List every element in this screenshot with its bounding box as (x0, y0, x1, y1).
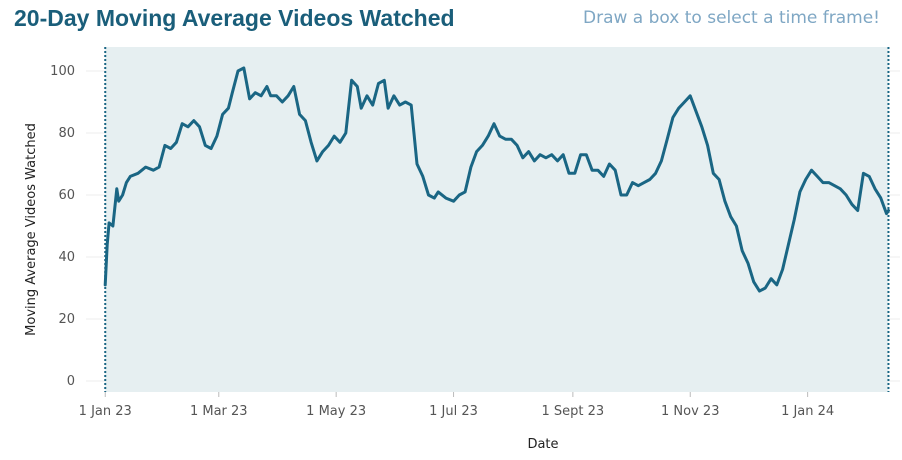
y-tick-label: 20 (58, 312, 75, 327)
y-tick-label: 80 (58, 126, 75, 141)
x-tick-label: 1 Jan 23 (79, 404, 132, 419)
y-tick-label: 0 (67, 374, 75, 389)
x-tick-label: 1 Mar 23 (190, 404, 248, 419)
y-axis-ticks: 0 20 40 60 80 100 (50, 64, 75, 389)
x-tick-label: 1 Nov 23 (661, 404, 719, 419)
x-tick-label: 1 Jan 24 (781, 404, 834, 419)
y-tick-label: 100 (50, 64, 75, 79)
y-axis-title: Moving Average Videos Watched (24, 123, 39, 336)
chart-title: 20-Day Moving Average Videos Watched (14, 5, 455, 31)
moving-average-line[interactable] (103, 66, 890, 293)
selected-time-frame[interactable] (105, 47, 889, 392)
y-tick-label: 60 (58, 188, 75, 203)
x-axis-ticks: 1 Jan 23 1 Mar 23 1 May 23 1 Jul 23 1 Sept 2… (79, 392, 834, 419)
x-tick-label: 1 Jul 23 (429, 404, 478, 419)
x-axis-title: Date (527, 437, 558, 452)
selection-hint: Draw a box to select a time frame! (582, 8, 880, 28)
x-tick-label: 1 Sept 23 (542, 404, 605, 419)
x-tick-label: 1 May 23 (306, 404, 366, 419)
y-tick-label: 40 (58, 250, 75, 265)
